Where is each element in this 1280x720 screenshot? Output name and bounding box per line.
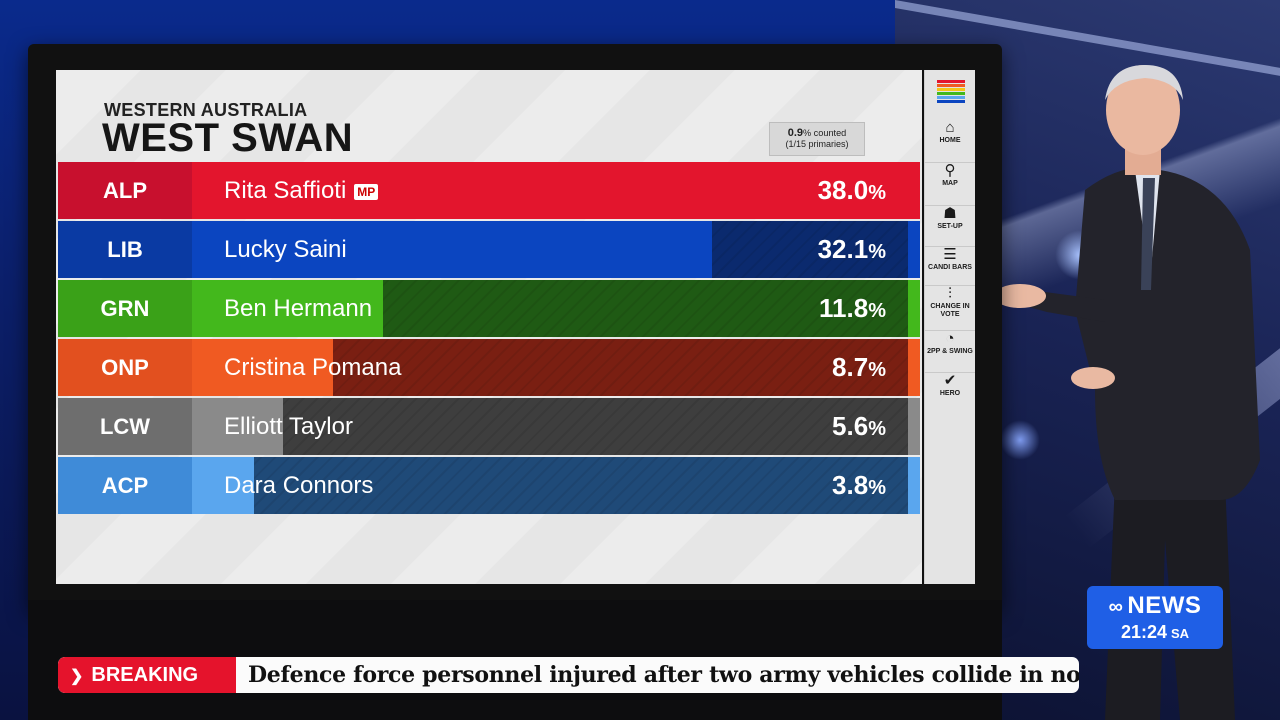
candidate-row[interactable]: LIB Lucky Saini 32.1% <box>58 221 920 278</box>
bar-endcap <box>908 221 920 278</box>
bokeh-light <box>1000 420 1040 460</box>
candidate-bars-icon: ☰ <box>943 246 957 263</box>
change-in-vote-icon: ⫶ <box>948 285 952 302</box>
hero-icon: ✔ <box>943 372 957 389</box>
menu-item-home[interactable]: ⌂ HOME <box>925 120 975 145</box>
menu-item-label: HOME <box>939 137 961 144</box>
candidate-name: Elliott Taylor <box>224 413 353 440</box>
news-brand: NEWS <box>1127 592 1202 619</box>
abc-logo-icon: ∞ <box>1108 596 1124 618</box>
vote-bar-fill <box>192 280 383 337</box>
menu-item-candi-bars[interactable]: ☰ CANDI BARS <box>925 246 975 272</box>
clock-time: 21:24 <box>1120 622 1167 642</box>
abc-news-bug: ∞ NEWS 21:24 SA <box>1087 586 1223 649</box>
home-icon: ⌂ <box>945 119 955 136</box>
presenter-figure <box>994 65 1260 720</box>
swing-icon: ◔ <box>945 330 955 347</box>
primaries-count: (1/15 primaries) <box>785 139 849 149</box>
vote-bar-track: Elliott Taylor 5.6% <box>192 398 908 455</box>
region-label: WESTERN AUSTRALIA <box>104 100 308 120</box>
seat-title: WEST SWAN <box>102 116 354 160</box>
percent-sign: % <box>868 182 886 204</box>
vote-percent: 11.8 <box>819 293 869 323</box>
election-logo-icon <box>937 80 965 103</box>
candidate-row[interactable]: ONP Cristina Pomana 8.7% <box>58 339 920 396</box>
clock-timezone: SA <box>1170 626 1190 641</box>
menu-item-change-in-vote[interactable]: ⫶ CHANGE IN VOTE <box>925 285 975 319</box>
menu-item-label: SET-UP <box>937 223 963 230</box>
party-code: ACP <box>58 457 192 514</box>
ticker-headline: Defence force personnel injured after tw… <box>248 662 1079 688</box>
party-code: LCW <box>58 398 192 455</box>
vote-bar-track: Dara Connors 3.8% <box>192 457 908 514</box>
vote-percent: 3.8 <box>832 470 869 500</box>
candidate-row[interactable]: ALP Rita Saffioti MP 38.0% <box>58 162 920 219</box>
mp-badge: MP <box>354 183 379 200</box>
percent-sign: % <box>868 300 886 322</box>
breaking-ticker: ❯ BREAKING Defence force personnel injure… <box>58 657 1079 693</box>
counted-percent: 0.9 <box>787 127 803 139</box>
menu-item-label: HERO <box>939 390 961 397</box>
party-code: LIB <box>58 221 192 278</box>
vote-bar-fill <box>192 162 908 219</box>
vote-bar-fill <box>192 339 333 396</box>
percent-sign: % <box>868 418 886 440</box>
map-pin-icon: ⚲ <box>944 162 956 179</box>
chevron-right-icon: ❯ <box>70 668 84 685</box>
menu-item-label: CANDI BARS <box>928 264 972 271</box>
breaking-label: BREAKING <box>91 664 199 686</box>
menu-item-hero[interactable]: ✔ HERO <box>925 372 975 398</box>
candidate-name: Rita Saffioti <box>224 177 347 204</box>
vote-bar-track: Cristina Pomana 8.7% <box>192 339 908 396</box>
breaking-tag: ❯ BREAKING <box>58 657 236 693</box>
menu-item-2pp-swing[interactable]: ◔ 2PP & SWING <box>925 330 975 356</box>
vote-bar-track: Ben Hermann 11.8% <box>192 280 908 337</box>
bar-endcap <box>908 398 920 455</box>
vote-bar-track: Lucky Saini 32.1% <box>192 221 908 278</box>
candidate-row[interactable]: GRN Ben Hermann 11.8% <box>58 280 920 337</box>
bar-endcap <box>908 339 920 396</box>
menu-item-label: 2PP & SWING <box>927 348 973 355</box>
vote-percent: 8.7 <box>832 352 869 382</box>
vote-bar-fill <box>192 398 283 455</box>
vote-bar-fill <box>192 457 254 514</box>
candidate-name: Cristina Pomana <box>224 354 402 381</box>
vote-percent: 32.1 <box>817 234 869 264</box>
vote-bar-track: Rita Saffioti MP 38.0% <box>192 162 908 219</box>
menu-item-map[interactable]: ⚲ MAP <box>925 162 975 188</box>
party-code: ALP <box>58 162 192 219</box>
board-header: WESTERN AUSTRALIA WEST SWAN 0.9% counted… <box>56 70 922 162</box>
bar-endcap <box>908 457 920 514</box>
menu-item-label: CHANGE IN VOTE <box>930 303 970 318</box>
menu-item-label: MAP <box>942 180 958 187</box>
candidate-name: Dara Connors <box>224 472 374 499</box>
setup-icon: ☗ <box>943 205 957 222</box>
vote-bar-fill <box>192 221 712 278</box>
percent-sign: % <box>868 241 886 263</box>
counted-suffix: % counted <box>803 128 847 138</box>
candidate-name: Ben Hermann <box>224 295 373 322</box>
candidate-row[interactable]: LCW Elliott Taylor 5.6% <box>58 398 920 455</box>
bar-endcap <box>908 162 920 219</box>
vote-percent: 5.6 <box>832 411 869 441</box>
vote-percent: 38.0 <box>817 175 869 205</box>
candidate-row[interactable]: ACP Dara Connors 3.8% <box>58 457 920 514</box>
bar-endcap <box>908 280 920 337</box>
side-menu: ⌂ HOME ⚲ MAP ☗ SET-UP ☰ CANDI BARS ⫶ CHANGE IN VO… <box>924 70 975 584</box>
percent-sign: % <box>868 477 886 499</box>
counted-badge: 0.9% counted (1/15 primaries) <box>769 122 865 156</box>
menu-item-set-up[interactable]: ☗ SET-UP <box>925 205 975 231</box>
party-code: ONP <box>58 339 192 396</box>
percent-sign: % <box>868 359 886 381</box>
candidate-name: Lucky Saini <box>224 236 347 263</box>
party-code: GRN <box>58 280 192 337</box>
